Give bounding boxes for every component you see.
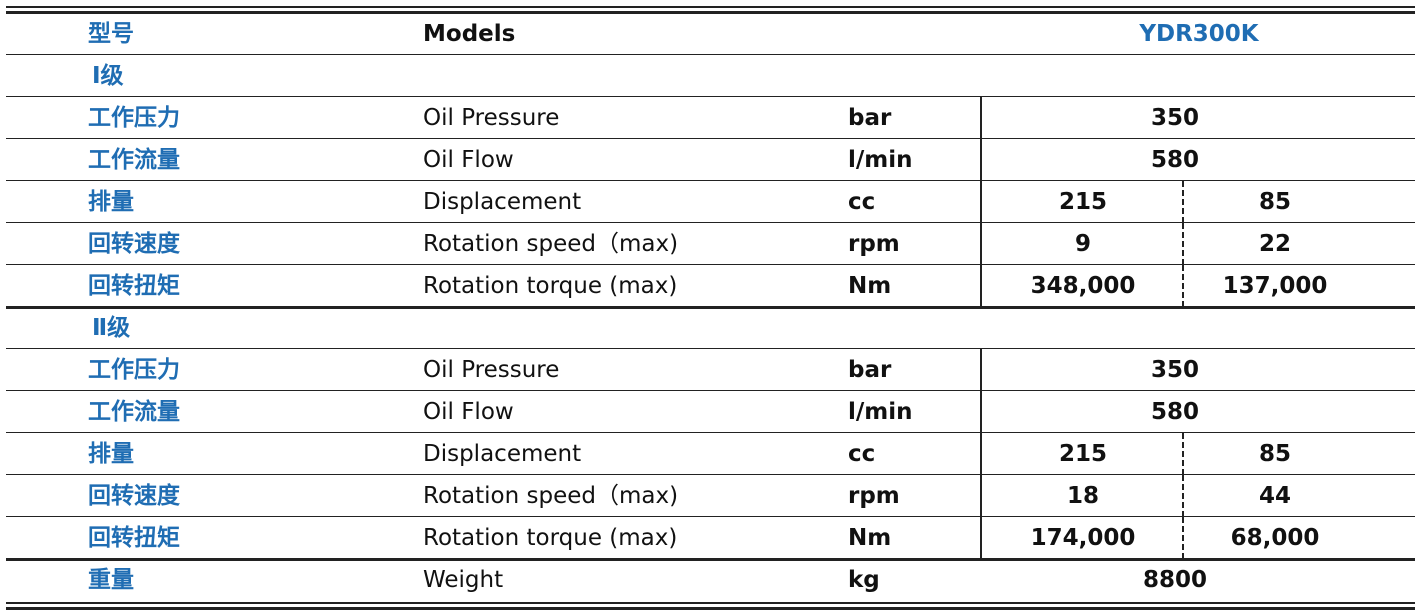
value: 85 [1258, 189, 1291, 215]
value: 68,000 [1230, 525, 1320, 551]
value: 9 [1074, 231, 1091, 257]
row-en: Rotation speed（max) [423, 231, 679, 257]
row-unit: rpm [848, 231, 900, 257]
bottom-rule [6, 607, 1415, 610]
value: 215 [1058, 441, 1107, 467]
value: 85 [1258, 441, 1291, 467]
row-unit: rpm [848, 483, 900, 509]
header-en: Models [423, 21, 516, 47]
rule [6, 264, 1415, 265]
header-cn: 型号 [88, 21, 134, 47]
bottom-rule [6, 602, 1415, 604]
row-unit: cc [848, 189, 876, 215]
row-en: Oil Pressure [423, 357, 560, 383]
rule [6, 96, 1415, 97]
row-unit: l/min [848, 399, 913, 425]
row-cn: 工作流量 [88, 147, 180, 173]
value: 350 [1150, 105, 1199, 131]
row-unit: l/min [848, 147, 913, 173]
row-unit: Nm [848, 273, 892, 299]
rule [6, 138, 1415, 139]
row-unit: bar [848, 105, 892, 131]
row-cn: 排量 [88, 441, 134, 467]
row-cn: 工作流量 [88, 399, 180, 425]
column-rule [980, 97, 982, 307]
row-cn: 回转速度 [88, 231, 180, 257]
row-en: Rotation torque (max) [423, 525, 678, 551]
row-unit: cc [848, 441, 876, 467]
rule [6, 474, 1415, 475]
top-rule [6, 11, 1415, 14]
rule [6, 222, 1415, 223]
divider [1182, 517, 1184, 559]
row-cn: 重量 [88, 567, 134, 593]
row-cn: 回转速度 [88, 483, 180, 509]
column-rule [980, 349, 982, 559]
rule [6, 54, 1415, 55]
row-unit: Nm [848, 525, 892, 551]
divider [1182, 181, 1184, 223]
row-cn: 工作压力 [88, 105, 180, 131]
row-en: Oil Flow [423, 147, 514, 173]
row-en: Displacement [423, 189, 582, 215]
row-unit: bar [848, 357, 892, 383]
rule [6, 180, 1415, 181]
value: 18 [1066, 483, 1099, 509]
row-en: Rotation torque (max) [423, 273, 678, 299]
rule [6, 516, 1415, 517]
section-title: Ⅱ级 [92, 315, 131, 341]
header-model: YDR300K [1139, 21, 1259, 47]
top-rule [6, 6, 1415, 8]
divider [1182, 475, 1184, 517]
row-en: Oil Flow [423, 399, 514, 425]
value: 580 [1150, 147, 1199, 173]
row-en: Weight [423, 567, 504, 593]
row-en: Oil Pressure [423, 105, 560, 131]
value: 174,000 [1030, 525, 1136, 551]
row-unit: kg [848, 567, 880, 593]
value: 44 [1258, 483, 1291, 509]
rule [6, 390, 1415, 391]
row-cn: 回转扭矩 [88, 525, 180, 551]
value: 348,000 [1030, 273, 1136, 299]
row-en: Displacement [423, 441, 582, 467]
rule [6, 306, 1415, 309]
divider [1182, 433, 1184, 475]
divider [1182, 265, 1184, 307]
value: 350 [1150, 357, 1199, 383]
row-en: Rotation speed（max) [423, 483, 679, 509]
rule [6, 348, 1415, 349]
value: 580 [1150, 399, 1199, 425]
row-cn: 回转扭矩 [88, 273, 180, 299]
value: 137,000 [1222, 273, 1328, 299]
rule [6, 432, 1415, 433]
row-cn: 排量 [88, 189, 134, 215]
row-cn: 工作压力 [88, 357, 180, 383]
value: 8800 [1142, 567, 1207, 593]
section-title: Ⅰ级 [92, 63, 124, 89]
divider [1182, 223, 1184, 265]
rule [6, 558, 1415, 561]
value: 22 [1258, 231, 1291, 257]
value: 215 [1058, 189, 1107, 215]
